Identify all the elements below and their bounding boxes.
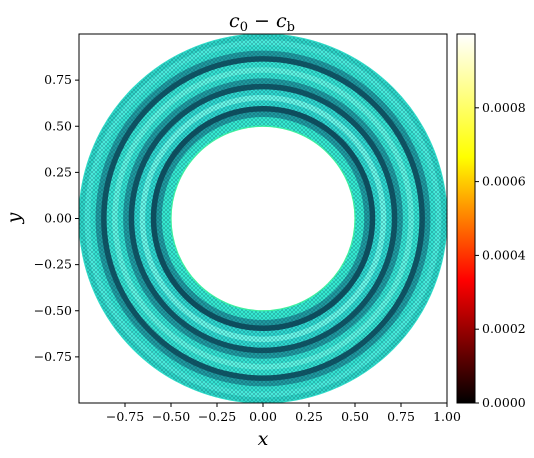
inner-hole xyxy=(170,125,356,312)
x-tick-label: 0.50 xyxy=(341,409,369,424)
colorbar-frame xyxy=(456,33,476,404)
colorbar-tick-label: 0.0008 xyxy=(482,100,526,115)
title-sub0: 0 xyxy=(240,20,248,35)
y-tick-label: 0.00 xyxy=(44,211,72,226)
y-tick-label: 0.75 xyxy=(44,72,72,87)
colorbar-gradient xyxy=(457,34,475,403)
x-axis: −0.75 −0.50 −0.25 0.00 0.25 0.50 0.75 1.00 xyxy=(106,403,461,424)
x-tick-label: −0.75 xyxy=(106,409,144,424)
x-tick-label: 0.25 xyxy=(295,409,323,424)
colorbar-tick-label: 0.0004 xyxy=(482,247,526,262)
y-axis: 0.75 0.50 0.25 0.00 −0.25 −0.50 −0.75 xyxy=(34,72,79,364)
y-tick-label: −0.25 xyxy=(34,257,72,272)
colorbar-tick-label: 0.0006 xyxy=(482,174,526,189)
colorbar-ticks: 0.0000 0.0002 0.0004 0.0006 0.0008 xyxy=(475,100,526,410)
mesh-overlay xyxy=(79,34,447,403)
x-tick-label: 1.00 xyxy=(433,409,461,424)
y-tick-label: −0.75 xyxy=(34,349,72,364)
plot-area xyxy=(78,33,448,404)
colorbar-tick-label: 0.0002 xyxy=(482,321,526,336)
title-subb: b xyxy=(287,20,295,35)
x-tick-label: 0.75 xyxy=(387,409,415,424)
y-tick-label: 0.25 xyxy=(44,164,72,179)
y-tick-label: 0.50 xyxy=(44,118,72,133)
colorbar-tick-label: 0.0000 xyxy=(482,395,526,410)
annulus-heatmap xyxy=(79,34,447,403)
colorbar: 0.0000 0.0002 0.0004 0.0006 0.0008 xyxy=(456,33,526,410)
y-tick-label: −0.50 xyxy=(34,303,72,318)
title-minus: − xyxy=(248,10,276,32)
x-tick-label: −0.50 xyxy=(152,409,190,424)
chart-title: c0 − cb xyxy=(229,10,295,35)
title-cb: c xyxy=(276,10,287,32)
x-axis-label: x xyxy=(258,428,269,450)
x-tick-label: −0.25 xyxy=(198,409,236,424)
y-axis-label: y xyxy=(3,212,25,224)
x-tick-label: 0.00 xyxy=(249,409,277,424)
title-c0: c xyxy=(229,10,240,32)
